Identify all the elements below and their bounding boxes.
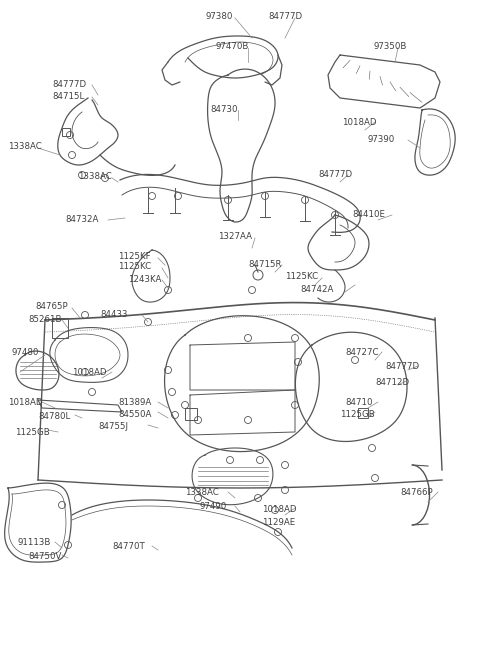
Text: 1327AA: 1327AA — [218, 232, 252, 241]
Text: 84730: 84730 — [210, 105, 238, 114]
Text: 84727C: 84727C — [345, 348, 379, 357]
Text: 84765P: 84765P — [35, 302, 68, 311]
Text: 97490: 97490 — [200, 502, 227, 511]
Text: 1018AD: 1018AD — [342, 118, 376, 127]
Text: 1338AC: 1338AC — [78, 172, 112, 181]
Text: 1018AD: 1018AD — [262, 505, 297, 514]
Text: 84742A: 84742A — [300, 285, 334, 294]
Text: 1018AD: 1018AD — [72, 368, 107, 377]
Text: 84712D: 84712D — [375, 378, 409, 387]
Text: 1129AE: 1129AE — [262, 518, 295, 527]
Text: 84780L: 84780L — [38, 412, 70, 421]
Text: 97380: 97380 — [206, 12, 233, 21]
Text: 97390: 97390 — [368, 135, 395, 144]
Text: 97350B: 97350B — [374, 42, 408, 51]
Text: 1338AC: 1338AC — [185, 488, 219, 497]
Text: 84766P: 84766P — [400, 488, 432, 497]
Text: 97470B: 97470B — [215, 42, 248, 51]
Text: 84777D: 84777D — [318, 170, 352, 179]
Text: 84750V: 84750V — [28, 552, 61, 561]
Text: 1125KC: 1125KC — [118, 262, 151, 271]
Text: 84715L: 84715L — [52, 92, 84, 101]
Text: 1243KA: 1243KA — [128, 275, 161, 284]
Text: 84550A: 84550A — [118, 410, 151, 419]
Text: 84770T: 84770T — [112, 542, 145, 551]
Text: 1125KF: 1125KF — [118, 252, 151, 261]
Text: 1125KC: 1125KC — [285, 272, 318, 281]
Text: 84732A: 84732A — [65, 215, 98, 224]
Text: 1338AC: 1338AC — [8, 142, 42, 151]
Text: 84777D: 84777D — [52, 80, 86, 89]
Text: 84410E: 84410E — [352, 210, 385, 219]
Text: 81389A: 81389A — [118, 398, 151, 407]
Text: 85261B: 85261B — [28, 315, 61, 324]
Text: 1125GB: 1125GB — [15, 428, 50, 437]
Text: 84755J: 84755J — [98, 422, 128, 431]
Text: 84777D: 84777D — [385, 362, 419, 371]
Text: 91113B: 91113B — [18, 538, 51, 547]
Text: 84710: 84710 — [345, 398, 372, 407]
Text: 84433: 84433 — [100, 310, 128, 319]
Text: 84777D: 84777D — [268, 12, 302, 21]
Text: 84715R: 84715R — [248, 260, 281, 269]
Text: 97480: 97480 — [12, 348, 39, 357]
Text: 1018AD: 1018AD — [8, 398, 43, 407]
Text: 1125GB: 1125GB — [340, 410, 375, 419]
